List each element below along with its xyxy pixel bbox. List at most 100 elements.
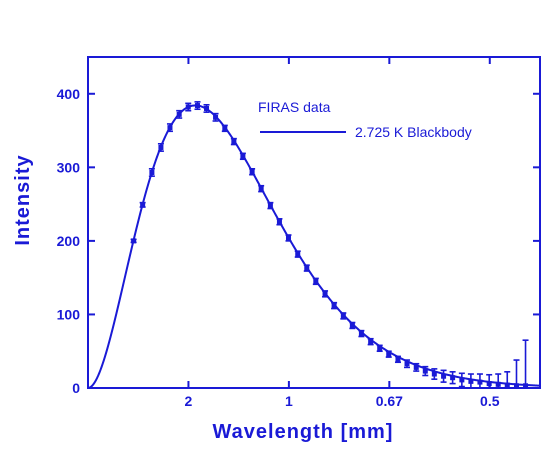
data-point [194,101,201,111]
data-marker [468,378,474,384]
data-marker [486,381,492,387]
data-point [476,373,483,389]
data-point [276,218,283,226]
y-tick-label: 100 [57,306,81,322]
data-point [504,371,511,389]
data-marker [285,235,291,241]
data-point [148,168,155,177]
data-point [258,184,265,193]
data-point [249,168,256,176]
data-marker [258,186,264,192]
data-point [203,104,210,113]
x-tick-label: 0.5 [480,393,500,409]
data-marker [140,202,146,208]
data-marker [249,169,255,175]
blackbody-curve [87,104,541,389]
x-tick-label: 1 [285,393,293,409]
data-point [176,109,183,119]
data-marker [158,144,164,150]
legend-entry-blackbody: 2.725 K Blackbody [355,124,472,140]
data-point [376,344,383,353]
data-marker [222,125,228,131]
data-marker [204,105,210,111]
data-point [467,373,474,389]
data-point [331,301,338,310]
data-point [294,250,301,258]
y-tick-label: 400 [57,86,81,102]
legend-entry-firas-data: FIRAS data [258,99,331,115]
x-tick-label: 2 [185,393,193,409]
data-point [349,321,356,330]
data-point [385,350,392,358]
data-point [394,355,401,364]
data-point [513,359,520,389]
data-point [267,201,274,210]
data-point [449,371,456,385]
y-tick-label: 0 [72,380,80,396]
data-marker [504,382,510,388]
data-marker [386,351,392,357]
data-marker [513,383,519,389]
data-marker [477,379,483,385]
data-point [312,277,319,286]
data-marker [340,313,346,319]
data-point [340,312,347,320]
data-marker [450,375,456,381]
data-marker [441,373,447,379]
data-marker [240,153,246,159]
data-marker [395,356,401,362]
data-marker [276,219,282,225]
data-point [322,290,329,298]
blackbody-curve-layer [87,104,541,389]
data-point [139,201,146,208]
x-axis-label: Wavelength [mm] [213,421,394,443]
data-marker [322,291,328,297]
x-tick-label: 0.67 [376,393,403,409]
data-marker [185,104,191,110]
data-marker [413,364,419,370]
data-point [239,152,246,161]
y-axis-label: Intensity [12,154,34,245]
data-point [166,123,173,133]
data-point [458,372,465,388]
legend: FIRAS data 2.725 K Blackbody [258,99,472,140]
data-marker [149,169,155,175]
data-marker [523,383,529,389]
data-marker [331,303,337,309]
data-marker [358,331,364,337]
y-tick-label: 200 [57,233,81,249]
data-marker [459,377,465,383]
y-tick-label: 300 [57,159,81,175]
y-axis-ticks: 0 100 200 300 400 [57,86,540,396]
data-marker [295,251,301,257]
data-marker [431,371,437,377]
data-point [431,368,438,380]
data-point [212,112,219,122]
data-point [157,142,164,152]
data-marker [213,114,219,120]
data-point [130,238,137,244]
data-marker [313,278,319,284]
data-marker [377,345,383,351]
data-marker [495,381,501,387]
data-marker [304,265,310,271]
data-marker [131,238,137,244]
data-point [367,337,374,346]
data-point [404,359,411,369]
data-marker [349,322,355,328]
data-marker [194,103,200,109]
data-point [358,329,365,338]
data-marker [368,339,374,345]
data-point [285,234,292,242]
data-marker [167,125,173,131]
data-marker [267,203,273,209]
plot-frame [87,56,541,389]
data-point [230,137,237,146]
data-marker [422,368,428,374]
firas-data-layer [130,101,529,389]
data-point [185,102,192,112]
data-point [522,339,529,389]
data-point [495,373,502,389]
data-point [422,365,429,377]
